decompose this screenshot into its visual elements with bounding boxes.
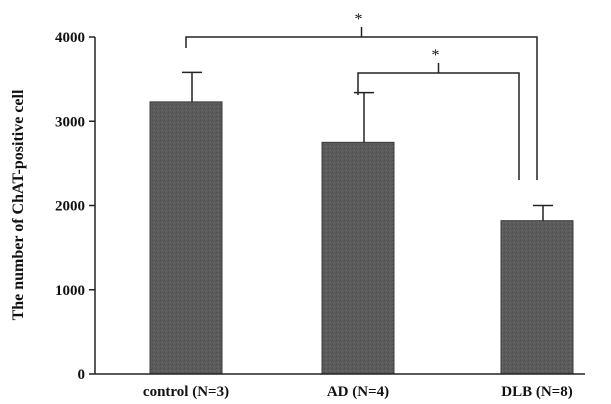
y-tick-label: 0 (78, 367, 86, 383)
y-tick-label: 3000 (55, 114, 85, 130)
y-axis-ticks: 0 1000 2000 3000 4000 (55, 30, 95, 383)
significance-asterisk: * (355, 11, 363, 28)
significance-asterisk: * (432, 47, 440, 64)
y-axis-title: The number of ChAT-positive cell (10, 89, 27, 320)
x-axis-labels: control (N=3) AD (N=4) DLB (N=8) (143, 384, 573, 400)
x-tick-label: AD (N=4) (327, 384, 389, 400)
bar (149, 101, 223, 375)
y-tick-label: 2000 (55, 199, 85, 215)
bar-series (149, 101, 574, 375)
error-bars (182, 71, 553, 221)
significance-brackets: ** (185, 11, 538, 180)
x-tick-label: DLB (N=8) (501, 384, 572, 400)
bar (321, 141, 395, 375)
y-tick-label: 1000 (55, 283, 85, 299)
y-tick-label: 4000 (55, 30, 85, 46)
bar (500, 220, 574, 375)
x-tick-label: control (N=3) (143, 384, 229, 400)
